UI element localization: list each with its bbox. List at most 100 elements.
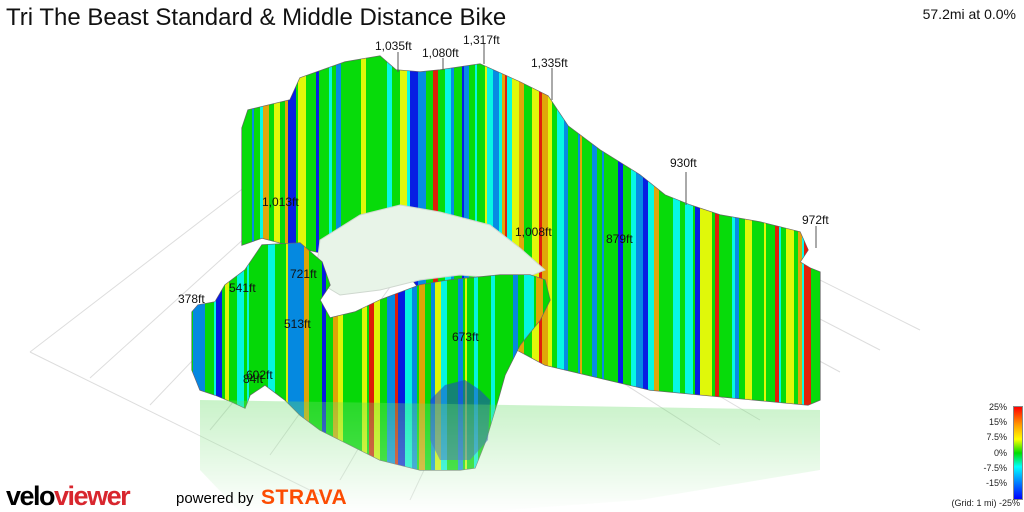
gradient-stripe xyxy=(356,243,362,470)
veloviewer-logo[interactable]: veloviewer xyxy=(6,481,131,511)
elevation-label: 378ft xyxy=(178,292,205,306)
powered-by-text: powered by xyxy=(176,490,254,507)
gradient-stripe xyxy=(205,243,212,470)
gradient-stripe xyxy=(680,56,685,405)
scale-label-7-5: 7.5% xyxy=(986,432,1007,442)
gradient-stripe xyxy=(317,243,320,470)
gradient-stripe xyxy=(431,243,435,470)
gradient-stripe xyxy=(623,56,631,405)
gradient-stripe xyxy=(316,56,319,405)
gradient-stripe xyxy=(463,243,465,470)
elevation-label: 673ft xyxy=(452,330,479,344)
gradient-stripe xyxy=(351,243,356,470)
gradient-stripe xyxy=(491,243,495,470)
gradient-stripe xyxy=(322,243,326,470)
gradient-stripe xyxy=(559,56,564,405)
gradient-stripe xyxy=(245,56,247,405)
gradient-stripe xyxy=(519,56,524,405)
gradient-stripe xyxy=(739,56,745,405)
gradient-stripe xyxy=(362,243,367,470)
gradient-stripe xyxy=(499,56,502,405)
gradient-stripe xyxy=(771,56,775,405)
gradient-stripe xyxy=(449,243,451,470)
gradient-stripe xyxy=(369,243,374,470)
elevation-label: 1,013ft xyxy=(262,195,299,209)
logo-viewer: viewer xyxy=(54,481,131,511)
elevation-label: 879ft xyxy=(606,232,633,246)
gradient-stripe xyxy=(367,243,369,470)
gradient-stripe xyxy=(268,243,275,470)
elevation-label: 541ft xyxy=(229,281,256,295)
gradient-stripe xyxy=(260,56,263,405)
gradient-stripe xyxy=(667,56,673,405)
gradient-stripe xyxy=(467,243,470,470)
grid-note: (Grid: 1 mi) -25% xyxy=(951,498,1020,508)
gradient-stripe xyxy=(310,56,316,405)
gradient-stripe xyxy=(478,243,483,470)
gradient-stripe xyxy=(712,56,715,405)
gradient-stripe xyxy=(575,56,578,405)
gradient-stripe xyxy=(695,56,700,405)
gradient-stripe xyxy=(274,56,280,405)
gradient-stripe xyxy=(527,56,529,405)
gradient-stripe xyxy=(610,56,618,405)
gradient-stripe xyxy=(374,243,380,470)
gradient-stripe xyxy=(306,56,310,405)
gradient-stripe xyxy=(382,243,387,470)
gradient-stripe xyxy=(380,243,382,470)
gradient-stripe xyxy=(786,56,794,405)
gradient-stripe xyxy=(766,56,771,405)
gradient-stripe xyxy=(715,56,719,405)
gradient-stripe xyxy=(474,243,478,470)
gradient-stripe xyxy=(729,56,732,405)
gradient-stripe xyxy=(732,56,735,405)
gradient-stripe xyxy=(280,56,285,405)
gradient-stripe xyxy=(465,243,467,470)
scale-label-15: 15% xyxy=(988,417,1007,427)
gradient-stripe xyxy=(425,243,431,470)
gradient-stripe xyxy=(631,56,636,405)
scale-label-25: 25% xyxy=(988,402,1007,412)
gradient-stripe xyxy=(326,243,333,470)
gradient-stripe xyxy=(568,56,575,405)
gradient-stripe xyxy=(417,243,419,470)
gradient-stripe xyxy=(324,56,329,405)
gradient-stripe xyxy=(309,243,317,470)
gradient-stripe xyxy=(756,56,764,405)
gradient-stripe xyxy=(275,243,280,470)
gradient-stripe xyxy=(395,243,398,470)
gradient-stripe xyxy=(552,56,557,405)
gradient-stripe xyxy=(618,56,623,405)
gradient-stripe xyxy=(643,56,648,405)
gradient-stripe xyxy=(636,56,643,405)
gradient-stripe xyxy=(222,243,225,470)
scale-label-neg-25: -25% xyxy=(998,498,1020,508)
elevation-label: 1,008ft xyxy=(515,225,552,239)
gradient-stripe xyxy=(483,243,491,470)
gradient-stripe xyxy=(299,243,304,470)
gradient-stripe xyxy=(216,243,222,470)
gradient-stripe xyxy=(811,56,816,405)
gradient-stripe xyxy=(578,56,580,405)
gradient-stripe xyxy=(286,243,288,470)
elevation-label: 1,035ft xyxy=(375,39,412,53)
logo-velo: velo xyxy=(6,481,56,511)
gradient-stripe xyxy=(592,56,597,405)
gradient-stripe xyxy=(472,243,474,470)
elevation-reflection xyxy=(180,400,840,512)
gradient-stripe xyxy=(745,56,752,405)
gradient-stripe xyxy=(604,56,610,405)
gradient-stripe xyxy=(266,243,268,470)
gradient-stripe xyxy=(700,56,706,405)
grid-note-text: (Grid: 1 mi) xyxy=(951,498,997,508)
gradient-stripe xyxy=(329,56,332,405)
gradient-stripe xyxy=(249,243,257,470)
gradient-stripe xyxy=(319,56,324,405)
label-leader-lines xyxy=(397,44,817,248)
gradient-stripe xyxy=(451,243,453,470)
gradient-stripe xyxy=(244,243,247,470)
gradient-stripe xyxy=(775,56,779,405)
scale-label-neg-7-5: -7.5% xyxy=(983,463,1007,473)
strava-logo[interactable]: STRAVA xyxy=(261,486,348,509)
